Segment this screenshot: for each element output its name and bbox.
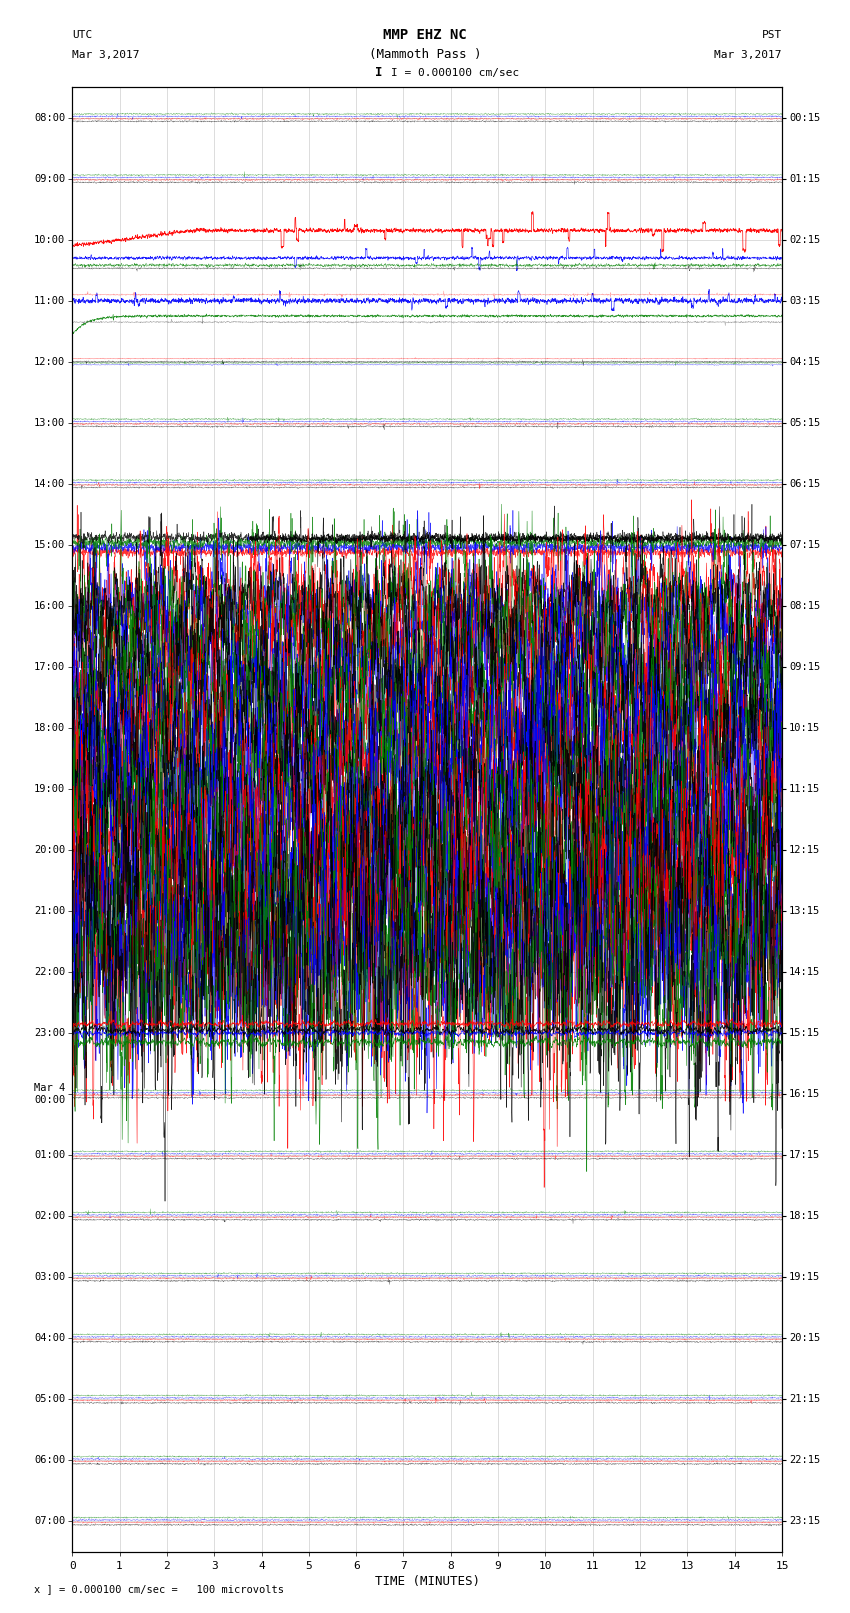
X-axis label: TIME (MINUTES): TIME (MINUTES) bbox=[375, 1574, 479, 1587]
Text: Mar 3,2017: Mar 3,2017 bbox=[72, 50, 139, 60]
Text: MMP EHZ NC: MMP EHZ NC bbox=[383, 29, 467, 42]
Text: I = 0.000100 cm/sec: I = 0.000100 cm/sec bbox=[391, 68, 519, 77]
Text: (Mammoth Pass ): (Mammoth Pass ) bbox=[369, 48, 481, 61]
Text: Mar 3,2017: Mar 3,2017 bbox=[715, 50, 782, 60]
Text: PST: PST bbox=[762, 31, 782, 40]
Text: UTC: UTC bbox=[72, 31, 93, 40]
Text: I: I bbox=[375, 66, 382, 79]
Text: x ] = 0.000100 cm/sec =   100 microvolts: x ] = 0.000100 cm/sec = 100 microvolts bbox=[34, 1584, 284, 1594]
